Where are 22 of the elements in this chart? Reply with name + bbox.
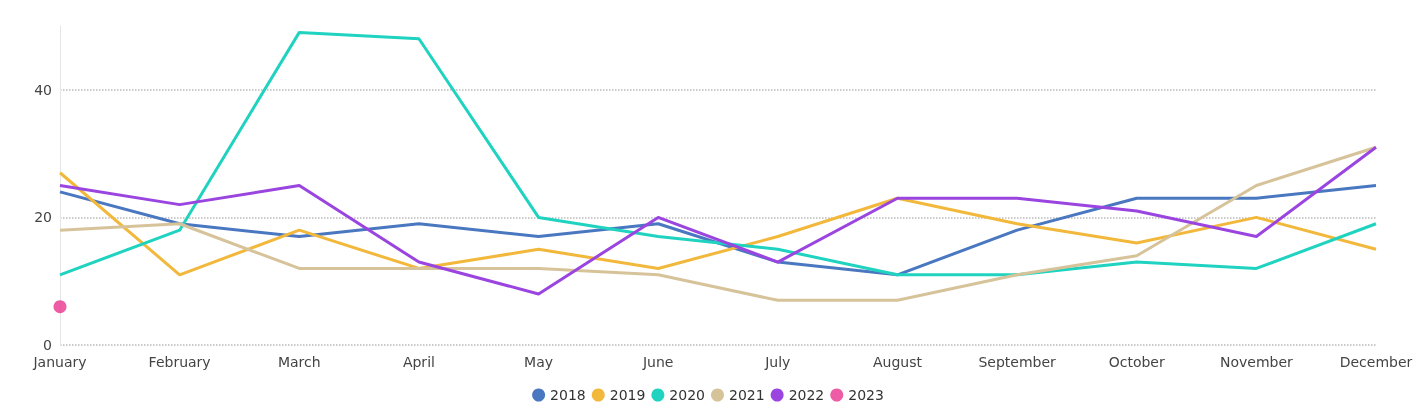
x-tick-label: July — [764, 354, 791, 370]
legend-label: 2020 — [669, 387, 706, 403]
legend-label: 2023 — [848, 387, 884, 403]
x-tick-label: October — [1108, 354, 1165, 370]
x-tick-label: June — [641, 354, 674, 370]
x-tick-label: January — [32, 354, 87, 370]
x-tick-label: August — [872, 354, 923, 370]
legend-label: 2019 — [609, 387, 646, 403]
x-tick-label: March — [277, 354, 321, 370]
x-tick-label: September — [978, 354, 1057, 370]
y-tick-label: 40 — [34, 81, 52, 98]
line-series — [58, 30, 1378, 277]
legend-label: 2018 — [550, 387, 586, 403]
legend-label: 2022 — [788, 387, 825, 403]
y-tick-label: 20 — [34, 209, 52, 226]
y-tick-label: 0 — [43, 337, 52, 353]
x-tick-label: December — [1339, 354, 1413, 370]
legend-label: 2021 — [729, 387, 765, 403]
x-tick-label: February — [148, 354, 211, 370]
x-tick-label: May — [524, 354, 554, 370]
x-tick-label: April — [402, 354, 435, 370]
x-tick-label: November — [1219, 354, 1294, 370]
